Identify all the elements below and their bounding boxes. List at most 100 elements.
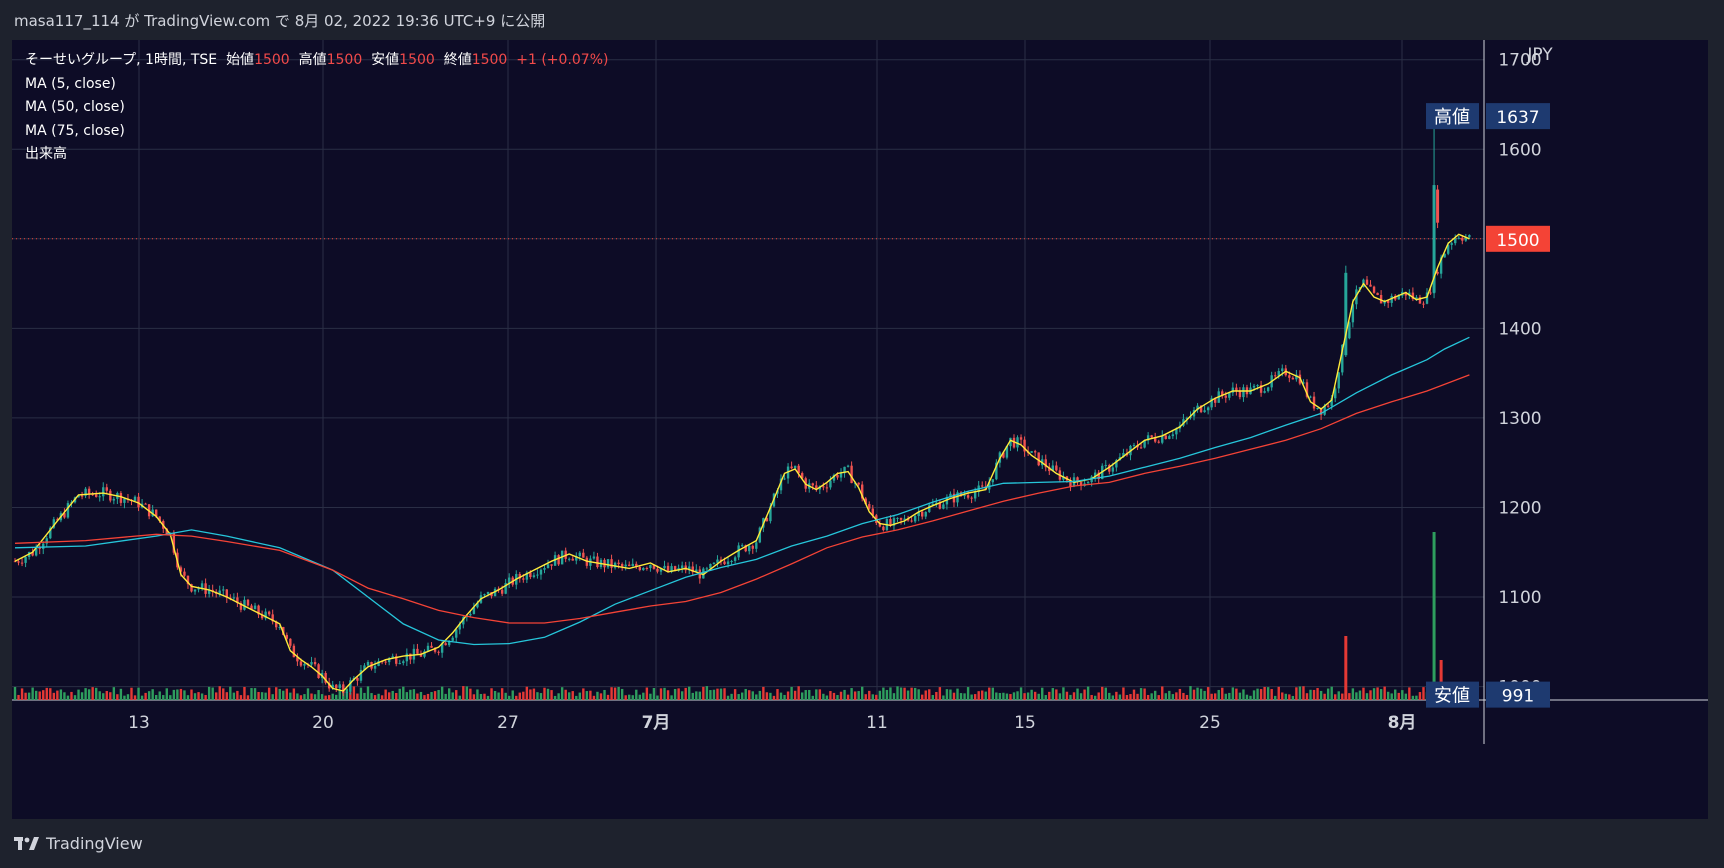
legend-change: +1 (+0.07%) [516,52,609,68]
candle-body [45,538,48,544]
high-marker-value-bg [1486,103,1550,130]
volume-bar [1376,687,1379,700]
tradingview-logo[interactable]: TradingView [14,834,143,853]
volume-bar [1242,689,1245,700]
volume-bar [868,690,871,700]
volume-bar [1397,692,1400,700]
candle-body [299,661,303,666]
volume-bar [275,687,278,700]
candle-body [1146,435,1150,441]
volume-bar [313,694,317,700]
volume-bar [282,690,285,700]
volume-bar [1270,689,1273,700]
candle-body [1132,445,1136,447]
volume-bar [370,693,373,700]
volume-bar [1125,695,1129,700]
candle-body [740,545,744,547]
volume-bar [956,688,959,700]
volume-bar [1203,690,1206,700]
volume-bar [1355,692,1358,700]
volume-bar [1379,689,1383,700]
volume-bar [553,695,557,700]
candle-body [250,605,253,610]
candle-body [1086,482,1090,484]
candle-body [292,645,296,658]
candle-body [253,605,257,610]
candle-body [970,497,973,499]
volume-bar [931,695,934,700]
candle-body [1305,382,1309,397]
volume-bar [1295,687,1298,700]
candle-body [839,473,843,478]
last-price-marker-value-bg [1486,225,1550,252]
candle-body [133,496,137,501]
volume-bar [726,695,730,700]
candle-body [1312,396,1316,409]
candle-body [726,561,730,565]
candle-body [942,504,945,509]
legend-high-label: 高値 [298,52,327,68]
legend-ma5[interactable]: MA (5, close) [25,75,116,92]
candle-body [755,542,758,549]
volume-bar [73,695,77,700]
time-axis-label: 7月 [642,713,671,733]
candle-body [412,648,416,660]
volume-bar [147,691,151,700]
volume-bar [102,693,105,700]
volume-bar [296,693,299,700]
volume-bar [564,689,567,700]
time-axis[interactable]: 13 20 27 7月 11 15 25 8月 [128,713,1416,733]
legend-open-value: 1500 [254,52,290,68]
candle-body [730,560,733,562]
volume-bar [617,686,620,700]
volume-bar [469,688,472,700]
volume-bar [1337,691,1340,700]
legend: そーせいグループ, 1時間, TSE 始値1500 高値1500 安値1500 … [25,49,608,167]
volume-bar [335,694,338,700]
candle-body [1295,374,1298,380]
candle-body [1221,391,1224,396]
volume-bar [285,688,289,700]
candle-body [1161,435,1164,443]
candle-body [889,519,892,526]
candle-body [910,520,913,522]
candle-body [892,518,896,526]
candle-body [186,575,190,585]
volume-bar [762,686,765,700]
volume-bar [1319,690,1323,700]
candle-body [649,564,652,569]
time-axis-label: 15 [1014,713,1036,733]
candle-body [1432,185,1436,293]
candle-body [571,558,574,561]
volume-bar [416,693,419,700]
volume-bar [331,693,334,700]
candle-body [995,462,998,480]
volume-bar [532,688,536,700]
volume-bar [500,688,504,700]
legend-volume[interactable]: 出来高 [25,146,67,162]
candle-body [1457,237,1460,239]
volume-bar [1224,693,1227,700]
volume-bar [861,686,864,700]
volume-bar [550,690,553,700]
candle-body [758,527,762,543]
candle-body [557,555,560,565]
candle-body [924,511,927,517]
volume-bar [98,691,101,700]
volume-bar [1182,692,1185,700]
last-price-marker: 1500 [1486,225,1550,252]
volume-bar [151,689,154,700]
candle-body [1411,292,1415,300]
legend-ma50[interactable]: MA (50, close) [25,99,125,115]
volume-bar [1263,686,1266,700]
price-axis[interactable]: JPY10001100120013001400150016001700 [1498,45,1553,698]
candle-body [387,658,391,663]
volume-bar [652,687,656,700]
volume-bar [1101,686,1104,700]
volume-bar [825,695,829,700]
legend-ma75[interactable]: MA (75, close) [25,122,125,139]
volume-bar [1079,693,1083,700]
candle-body [539,569,543,575]
candle-body [239,603,243,610]
